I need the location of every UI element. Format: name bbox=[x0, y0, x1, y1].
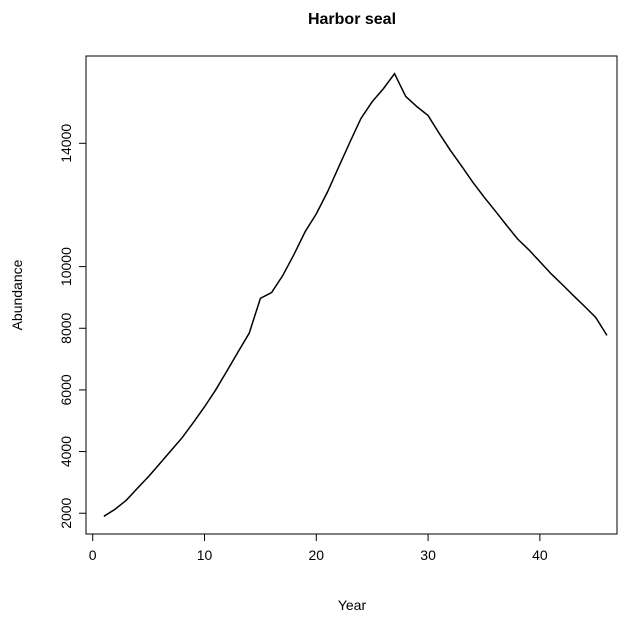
y-tick-label: 2000 bbox=[58, 497, 74, 528]
y-tick-label: 14000 bbox=[58, 124, 74, 163]
data-line bbox=[103, 72, 608, 517]
y-tick-label: 8000 bbox=[58, 312, 74, 343]
y-tick-label: 4000 bbox=[58, 436, 74, 467]
x-tick-label: 20 bbox=[308, 547, 324, 563]
y-tick-label: 10000 bbox=[58, 247, 74, 286]
y-tick-label: 6000 bbox=[58, 374, 74, 405]
x-axis-label: Year bbox=[338, 597, 367, 613]
x-tick-label: 0 bbox=[89, 547, 97, 563]
plot-box bbox=[85, 55, 618, 535]
chart-title: Harbor seal bbox=[308, 11, 396, 28]
x-tick-label: 40 bbox=[532, 547, 548, 563]
x-tick-label: 10 bbox=[197, 547, 213, 563]
y-axis-label: Abundance bbox=[9, 259, 25, 330]
x-tick-label: 30 bbox=[420, 547, 436, 563]
